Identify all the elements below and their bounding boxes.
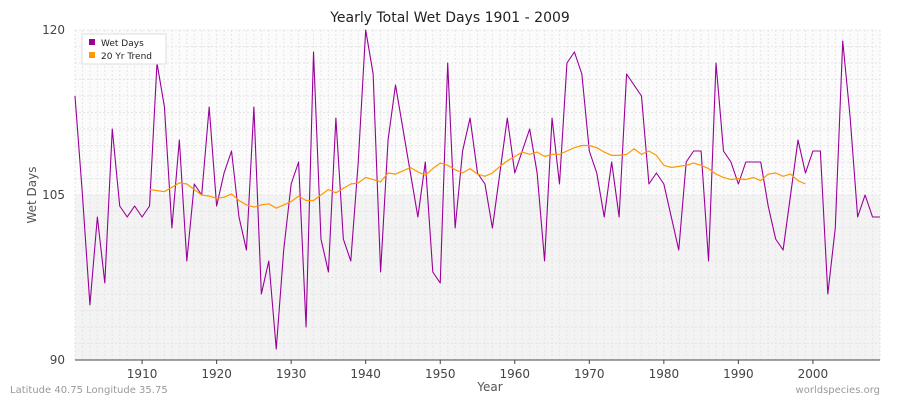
footer-source: worldspecies.org	[796, 385, 880, 396]
y-tick-label-120: 120	[42, 23, 65, 37]
x-tick-label-1930: 1930	[276, 367, 307, 381]
x-tick-label-2000: 2000	[798, 367, 829, 381]
footer-coordinates: Latitude 40.75 Longitude 35.75	[10, 385, 168, 396]
y-tick-label-105: 105	[42, 188, 65, 202]
chart-title: Yearly Total Wet Days 1901 - 2009	[329, 10, 570, 26]
legend-label-wet-days: Wet Days	[101, 39, 144, 49]
x-tick-label-1910: 1910	[127, 367, 158, 381]
grid-lines	[74, 29, 881, 361]
legend-swatch-20-yr-trend	[89, 52, 95, 58]
x-tick-label-1980: 1980	[649, 367, 680, 381]
x-tick-labels: 1910 1920 1930 1940 1950 1960 1970 1980 1990 2000	[127, 360, 828, 381]
y-tick-labels: 90 105 120	[42, 23, 65, 367]
y-axis-label: Wet Days	[25, 166, 39, 223]
legend-swatch-wet-days	[89, 39, 95, 45]
legend-box	[81, 33, 167, 65]
legend: Wet Days 20 Yr Trend	[81, 33, 167, 65]
x-tick-label-1950: 1950	[425, 367, 456, 381]
series-line-wet-days	[74, 29, 880, 350]
x-tick-label-1940: 1940	[350, 367, 381, 381]
x-axis-label: Year	[476, 380, 502, 394]
y-tick-label-90: 90	[50, 353, 65, 367]
series-layer	[74, 29, 880, 350]
x-tick-label-1970: 1970	[574, 367, 605, 381]
legend-label-20-yr-trend: 20 Yr Trend	[101, 52, 152, 62]
x-tick-label-1920: 1920	[201, 367, 232, 381]
x-tick-label-1990: 1990	[723, 367, 754, 381]
x-tick-label-1960: 1960	[499, 367, 530, 381]
series-line-20-yr-trend	[149, 144, 806, 209]
